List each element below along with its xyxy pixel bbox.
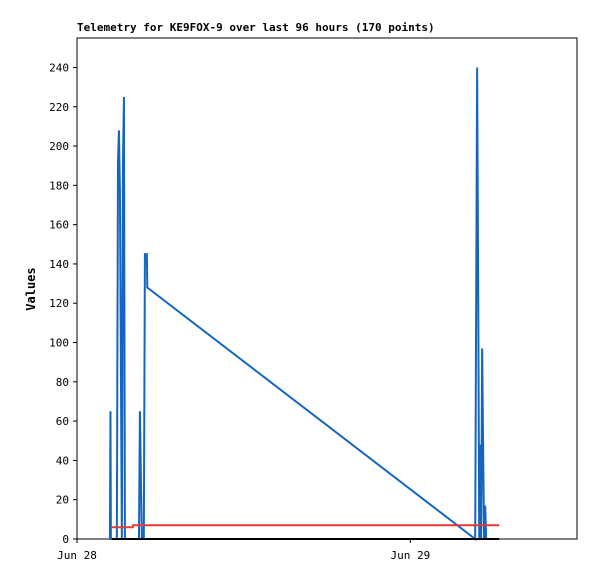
plot-frame bbox=[76, 37, 578, 540]
y-tick-label: 120 bbox=[49, 297, 69, 310]
series-line bbox=[111, 524, 500, 529]
x-tick-label: Jun 29 bbox=[390, 549, 430, 562]
x-tick-label: Jun 28 bbox=[57, 549, 97, 562]
y-tick-label: 40 bbox=[56, 454, 69, 467]
y-axis-label: Values bbox=[24, 267, 38, 310]
y-tick-label: 220 bbox=[49, 101, 69, 114]
y-tick-label: 80 bbox=[56, 376, 69, 389]
y-tick-label: 60 bbox=[56, 415, 69, 428]
y-tick-label: 160 bbox=[49, 219, 69, 232]
y-tick-label: 240 bbox=[49, 61, 69, 74]
y-tick-label: 100 bbox=[49, 337, 69, 350]
y-tick-label: 180 bbox=[49, 179, 69, 192]
y-tick-label: 0 bbox=[62, 533, 69, 546]
y-tick-label: 20 bbox=[56, 494, 69, 507]
series-line bbox=[108, 67, 500, 542]
y-tick-label: 200 bbox=[49, 140, 69, 153]
y-tick-label: 140 bbox=[49, 258, 69, 271]
chart-title: Telemetry for KE9FOX-9 over last 96 hour… bbox=[77, 21, 435, 34]
